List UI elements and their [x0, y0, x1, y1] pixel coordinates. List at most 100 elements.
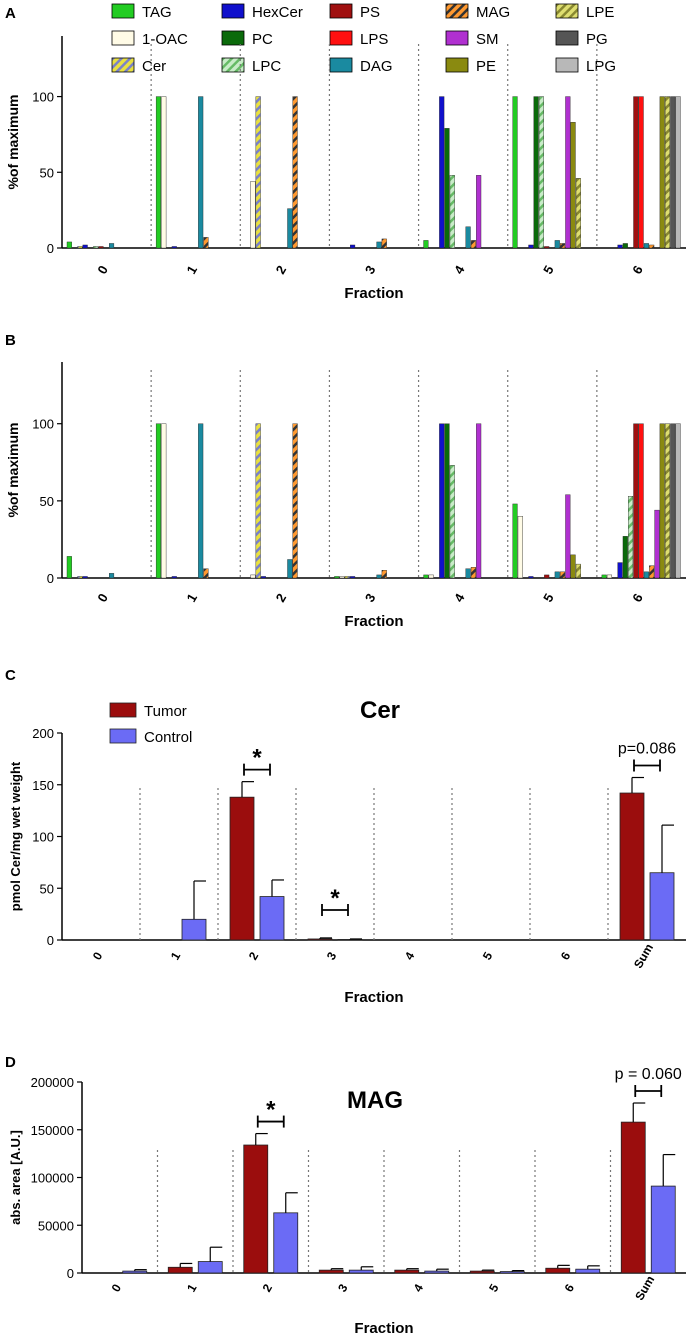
bar-dag [465, 226, 471, 249]
legend-swatch [221, 57, 245, 73]
x-tick-label: 2 [260, 1281, 276, 1294]
legend-swatch [329, 30, 353, 46]
tumor-bar [469, 1270, 495, 1274]
bar-dag [109, 243, 115, 249]
bar-dag [198, 423, 204, 579]
x-tick-label: 4 [451, 590, 468, 604]
x-tick-label: 2 [273, 591, 290, 605]
bar-mag [203, 568, 209, 579]
legend-label: HexCer [252, 4, 303, 21]
bar-hexcer [617, 562, 623, 579]
bar-lpc [449, 175, 455, 249]
bar-hexcer [528, 244, 534, 249]
tumor-bar [545, 1267, 571, 1274]
bar-lpc [449, 465, 455, 579]
bar-lpc [628, 496, 634, 579]
y-axis-label: abs. area [A.U.] [8, 1130, 23, 1225]
bar-pc [444, 423, 450, 579]
legend-item-sm: SM [445, 30, 499, 48]
tumor-bar [167, 1266, 193, 1274]
legend-item-cer: Cer [111, 57, 166, 75]
bar-lpe [575, 178, 581, 249]
y-tick-label: 0 [67, 1266, 74, 1281]
panel-a: A 0 50 100 %of maximum 0 1 2 3 4 5 6 Fraction [5, 5, 686, 302]
legend-label: LPG [586, 58, 616, 75]
bar-tag [155, 96, 162, 249]
bar-sm [476, 423, 482, 579]
panel-label: D [5, 1054, 16, 1071]
x-axis-label: Fraction [354, 1320, 413, 1337]
bar-sm [654, 509, 660, 579]
legend-item-pg: PG [555, 30, 608, 48]
x-tick-label: 3 [324, 949, 340, 962]
legend-swatch [555, 57, 579, 73]
legend-label: MAG [476, 4, 510, 21]
bar-mag [470, 567, 476, 579]
bar-1-oac [250, 181, 256, 249]
bar-mag [292, 96, 298, 249]
bar-mag [381, 238, 387, 249]
legend-label: DAG [360, 58, 393, 75]
legend-label: LPS [360, 31, 388, 48]
bar-cer [344, 576, 350, 579]
legend-item-pe: PE [445, 57, 496, 75]
bar-1-oac [606, 574, 613, 579]
legend-swatch [555, 3, 579, 19]
x-tick-label: 5 [480, 949, 496, 962]
x-tick-label: 5 [540, 591, 557, 605]
legend-swatch [445, 3, 469, 19]
bar-pe [570, 122, 576, 249]
bar-tag [155, 423, 162, 579]
panel-d: D MAG 0 50000 100000 150000 200000 abs. area [A… [5, 1054, 686, 1337]
legend-swatch [221, 3, 245, 19]
legend-item-tumor: Tumor [109, 702, 187, 720]
bar-mag [381, 570, 387, 579]
bar-lps [638, 96, 644, 249]
y-tick-label: 50 [40, 881, 54, 896]
control-bar [424, 1270, 450, 1274]
legend-swatch [445, 30, 469, 46]
bar-1-oac [161, 423, 167, 579]
legend-item-control: Control [109, 728, 192, 746]
bar-lpc [538, 96, 544, 249]
x-tick-label: 5 [540, 263, 557, 277]
y-tick-label: 100 [32, 90, 54, 105]
x-tick-label: 1 [168, 949, 184, 962]
x-tick-label: 3 [362, 591, 379, 605]
tumor-bar [394, 1269, 420, 1274]
control-bar [348, 1269, 374, 1274]
bar-lpe [664, 423, 671, 579]
x-tick-label: 1 [184, 591, 201, 605]
control-bar [575, 1268, 601, 1274]
chart-title: Cer [360, 697, 400, 724]
control-bar [197, 1261, 223, 1274]
bar-hexcer [617, 244, 623, 249]
bar-mag [560, 571, 566, 579]
bar-hexcer [171, 246, 177, 249]
x-tick-label: 3 [335, 1281, 351, 1294]
bar-tag [512, 503, 518, 579]
bar-dag [465, 568, 471, 579]
x-tick-label: 6 [629, 591, 646, 605]
y-tick-label: 200000 [31, 1075, 74, 1090]
legend-item-lpg: LPG [555, 57, 616, 75]
bar-1-oac [517, 516, 523, 579]
x-tick-label: 2 [273, 263, 290, 277]
y-axis-label: %of maximum [5, 423, 21, 518]
bar-cer [77, 246, 83, 249]
legend-label: Tumor [144, 703, 187, 720]
control-bar [650, 1185, 676, 1274]
x-tick-label: 0 [94, 591, 111, 605]
legend-item-lpe: LPE [555, 3, 614, 21]
bar-hexcer [171, 576, 177, 579]
x-tick-label: 0 [109, 1281, 125, 1294]
bar-dag [198, 96, 204, 249]
legend-swatch [445, 57, 469, 73]
tumor-bar [307, 938, 333, 941]
y-tick-label: 50 [40, 165, 54, 180]
y-tick-label: 0 [47, 241, 54, 256]
significance-label: p=0.086 [618, 741, 676, 758]
bar-dag [376, 574, 382, 579]
x-tick-label: 6 [558, 949, 574, 962]
